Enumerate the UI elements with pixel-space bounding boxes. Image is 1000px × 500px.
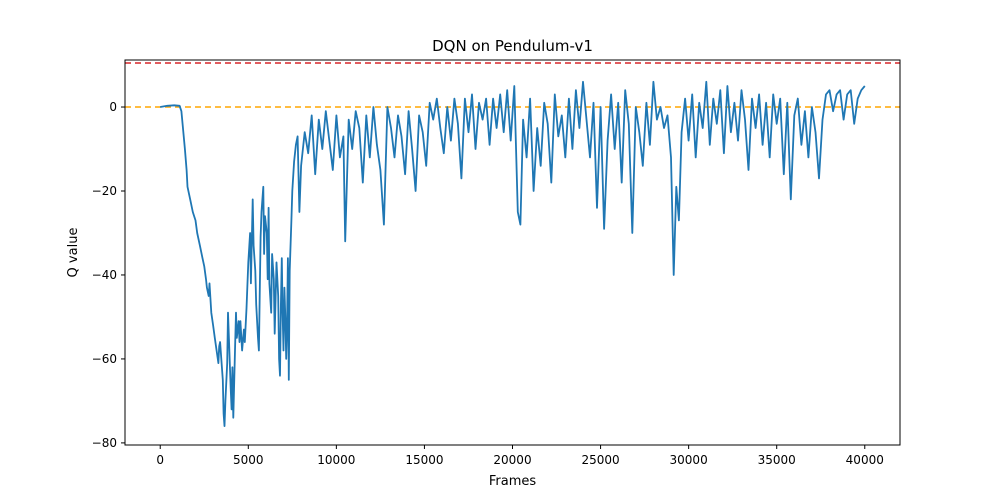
- y-axis-label: Q value: [66, 228, 81, 278]
- x-tick-label: 30000: [670, 453, 708, 467]
- x-tick-label: 15000: [405, 453, 443, 467]
- chart-title: DQN on Pendulum-v1: [432, 37, 593, 55]
- series-line: [160, 80, 866, 427]
- series-layer: [160, 80, 866, 427]
- y-tick-label: 0: [109, 100, 117, 114]
- reference-lines: [125, 62, 900, 108]
- x-tick-label: 10000: [317, 453, 355, 467]
- x-tick-label: 0: [156, 453, 164, 467]
- y-tick-label: −80: [92, 436, 117, 450]
- x-tick-label: 25000: [581, 453, 619, 467]
- y-tick-label: −40: [92, 268, 117, 282]
- x-tick-label: 20000: [493, 453, 531, 467]
- x-tick-label: 5000: [233, 453, 264, 467]
- y-tick-label: −20: [92, 184, 117, 198]
- x-axis-label: Frames: [489, 474, 537, 489]
- plot-frame: [124, 59, 901, 446]
- x-tick-label: 40000: [846, 453, 884, 467]
- x-tick-label: 35000: [758, 453, 796, 467]
- y-tick-label: −60: [92, 352, 117, 366]
- axis-ticks: 0 5000 10000 15000 20000 25000 30000 35000 40000…: [92, 100, 884, 467]
